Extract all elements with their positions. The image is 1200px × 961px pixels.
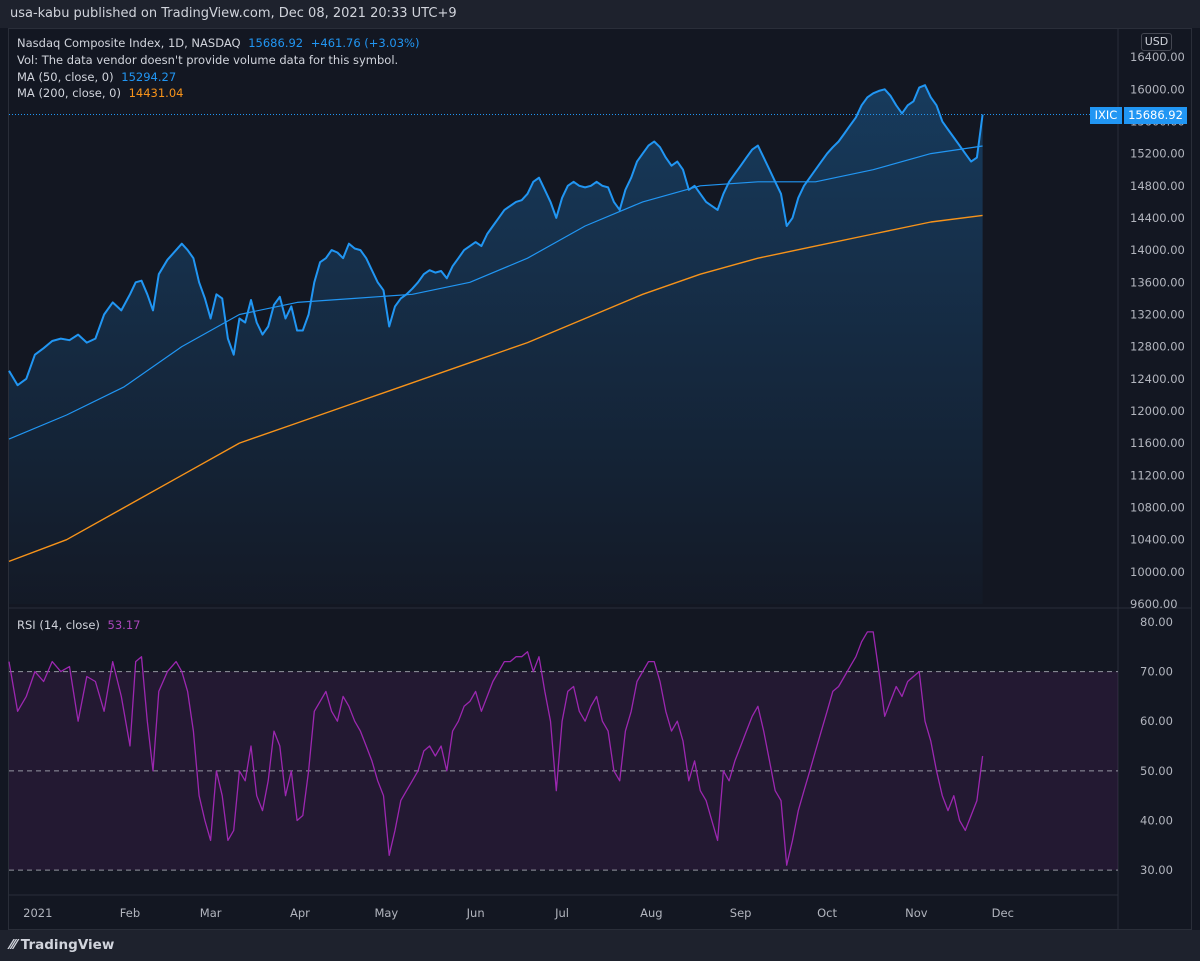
price-tick-label: 11200.00 [1130, 468, 1185, 482]
price-tick-label: 12800.00 [1130, 340, 1185, 354]
ma50-label: MA (50, close, 0) [17, 70, 114, 84]
time-tick-label: Mar [200, 906, 222, 920]
rsi-tick-label: 40.00 [1140, 814, 1173, 828]
time-tick-label: Oct [817, 906, 837, 920]
time-tick-label: Nov [905, 906, 928, 920]
time-tick-label: Dec [992, 906, 1014, 920]
time-tick-label: Jun [466, 906, 485, 920]
ma200-label: MA (200, close, 0) [17, 86, 121, 100]
price-tick-label: 13600.00 [1130, 275, 1185, 289]
price-tick-label: 14400.00 [1130, 211, 1185, 225]
time-tick-label: Feb [120, 906, 140, 920]
ma50-value: 15294.27 [121, 70, 177, 84]
price-tick-label: 16000.00 [1130, 82, 1185, 96]
volume-note-text: Vol: The data vendor doesn't provide vol… [17, 53, 399, 67]
price-tick-label: 10000.00 [1130, 565, 1185, 579]
ticker-tag: IXIC [1090, 107, 1122, 124]
time-tick-label: May [374, 906, 398, 920]
price-line [8, 84, 984, 387]
time-tick-label: 2021 [23, 906, 52, 920]
time-tick-label: Aug [640, 906, 662, 920]
price-change: +461.76 (+3.03%) [310, 36, 420, 50]
rsi-tick-label: 30.00 [1140, 863, 1173, 877]
last-price: 15686.92 [248, 36, 304, 50]
ma50-legend[interactable]: MA (50, close, 0) 15294.27 [17, 70, 176, 84]
symbol-legend: Nasdaq Composite Index, 1D, NASDAQ 15686… [17, 36, 419, 50]
ma200-value: 14431.04 [128, 86, 184, 100]
rsi-legend[interactable]: RSI (14, close) 53.17 [17, 618, 140, 632]
price-tick-label: 12000.00 [1130, 404, 1185, 418]
tradingview-logo-icon: ⁄⁄⁄ [10, 937, 17, 953]
price-tick-label: 9600.00 [1130, 597, 1178, 611]
published-header: usa-kabu published on TradingView.com, D… [0, 0, 1200, 28]
price-tag: 15686.92 [1124, 107, 1187, 124]
price-tick-label: 15200.00 [1130, 147, 1185, 161]
rsi-line [8, 631, 984, 866]
ma50-line [8, 145, 983, 440]
price-area-fill [9, 85, 983, 604]
rsi-label: RSI (14, close) [17, 618, 100, 632]
time-tick-label: Apr [290, 906, 310, 920]
tradingview-brand: TradingView [20, 937, 115, 953]
rsi-tick-label: 50.00 [1140, 764, 1173, 778]
rsi-tick-label: 60.00 [1140, 714, 1173, 728]
published-text: usa-kabu published on TradingView.com, D… [10, 6, 457, 21]
price-tick-label: 14000.00 [1130, 243, 1185, 257]
time-tick-label: Sep [730, 906, 752, 920]
rsi-value: 53.17 [107, 618, 141, 632]
symbol-line: Nasdaq Composite Index, 1D, NASDAQ [17, 36, 241, 50]
currency-badge[interactable]: USD [1141, 33, 1172, 51]
rsi-tick-label: 70.00 [1140, 665, 1173, 679]
ma200-legend[interactable]: MA (200, close, 0) 14431.04 [17, 86, 183, 100]
time-tick-label: Jul [554, 906, 569, 920]
price-tick-label: 13200.00 [1130, 307, 1185, 321]
price-tick-label: 14800.00 [1130, 179, 1185, 193]
rsi-tick-label: 80.00 [1140, 615, 1173, 629]
ma200-line [8, 214, 983, 563]
price-tick-label: 16400.00 [1130, 50, 1185, 64]
tradingview-logo[interactable]: ⁄⁄⁄ TradingView [10, 937, 114, 953]
volume-note: Vol: The data vendor doesn't provide vol… [17, 53, 398, 67]
price-tick-label: 10400.00 [1130, 533, 1185, 547]
price-tick-label: 12400.00 [1130, 372, 1185, 386]
footer-bar: ⁄⁄⁄ TradingView [0, 930, 1200, 961]
price-tick-label: 10800.00 [1130, 500, 1185, 514]
price-tick-label: 11600.00 [1130, 436, 1185, 450]
